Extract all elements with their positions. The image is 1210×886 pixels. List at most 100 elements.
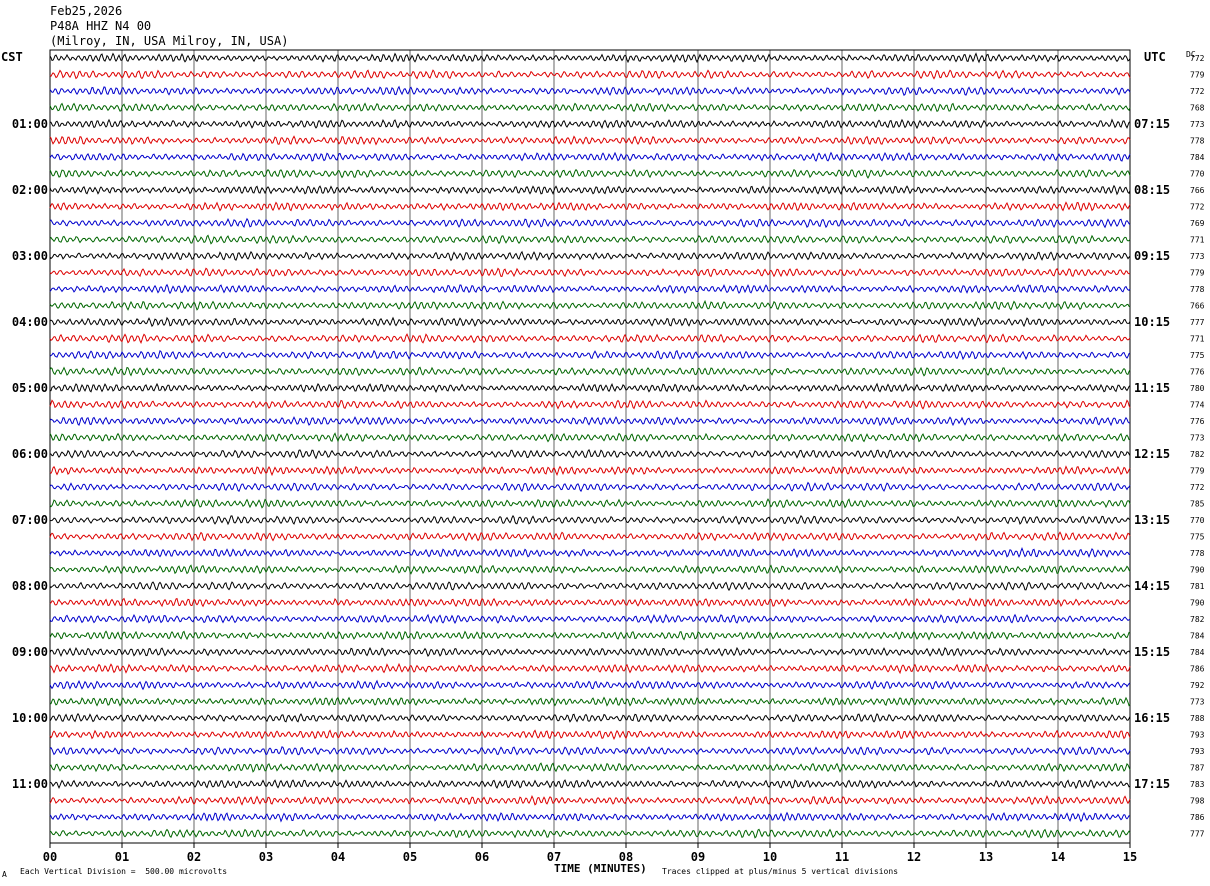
dc-header-label: DC bbox=[1186, 50, 1196, 59]
x-tick-label: 01 bbox=[115, 850, 129, 864]
seismic-trace-row bbox=[49, 69, 1131, 80]
seismic-trace-row bbox=[49, 662, 1131, 675]
x-axis-title: TIME (MINUTES) bbox=[554, 862, 647, 875]
dc-offset-label: 766 bbox=[1190, 186, 1205, 195]
dc-offset-label: 776 bbox=[1190, 417, 1205, 426]
x-tick-label: 11 bbox=[835, 850, 849, 864]
seismic-trace-row bbox=[49, 448, 1131, 460]
seismic-trace-row bbox=[49, 729, 1131, 740]
dc-offset-label: 786 bbox=[1190, 665, 1205, 674]
right-hour-label: 07:15 bbox=[1134, 117, 1170, 131]
dc-offset-label: 782 bbox=[1190, 615, 1205, 624]
seismic-trace-row bbox=[49, 234, 1131, 245]
header-location: (Milroy, IN, USA Milroy, IN, USA) bbox=[50, 34, 289, 48]
dc-offset-label: 777 bbox=[1190, 830, 1205, 839]
seismic-trace-row bbox=[49, 531, 1131, 542]
seismic-trace-row bbox=[49, 399, 1131, 410]
dc-offset-label: 771 bbox=[1190, 335, 1205, 344]
seismic-trace-row bbox=[49, 283, 1131, 295]
right-timezone-label: UTC bbox=[1144, 50, 1166, 64]
seismic-trace-row bbox=[49, 201, 1131, 212]
dc-offset-label: 774 bbox=[1190, 401, 1205, 410]
left-hour-label: 09:00 bbox=[12, 645, 48, 659]
seismic-trace-row bbox=[49, 118, 1131, 130]
seismic-trace-row bbox=[49, 432, 1131, 443]
right-hour-label: 11:15 bbox=[1134, 381, 1170, 395]
seismic-trace-row bbox=[49, 630, 1131, 641]
right-hour-label: 10:15 bbox=[1134, 315, 1170, 329]
left-hour-label: 11:00 bbox=[12, 777, 48, 791]
x-tick-label: 09 bbox=[691, 850, 705, 864]
x-tick-label: 15 bbox=[1123, 850, 1137, 864]
dc-offset-label: 782 bbox=[1190, 450, 1205, 459]
seismic-trace-row bbox=[49, 267, 1131, 278]
right-hour-label: 15:15 bbox=[1134, 645, 1170, 659]
seismic-trace-row bbox=[49, 184, 1131, 196]
seismic-trace-row bbox=[49, 52, 1131, 64]
dc-offset-label: 790 bbox=[1190, 566, 1205, 575]
dc-offset-label: 775 bbox=[1190, 533, 1205, 542]
seismic-trace-row bbox=[49, 85, 1131, 97]
dc-offset-label: 792 bbox=[1190, 681, 1205, 690]
x-tick-label: 06 bbox=[475, 850, 489, 864]
dc-offset-label: 773 bbox=[1190, 252, 1205, 261]
dc-offset-label: 779 bbox=[1190, 71, 1205, 80]
dc-offset-label: 770 bbox=[1190, 170, 1205, 179]
seismic-trace-row bbox=[49, 746, 1131, 756]
seismic-trace-row bbox=[49, 696, 1131, 707]
x-tick-label: 02 bbox=[187, 850, 201, 864]
dc-offset-label: 790 bbox=[1190, 599, 1205, 608]
dc-offset-label: 775 bbox=[1190, 351, 1205, 360]
dc-offset-label: 784 bbox=[1190, 632, 1205, 641]
dc-offset-label: 781 bbox=[1190, 582, 1205, 591]
minute-gridlines bbox=[121, 50, 1059, 843]
dc-offset-label: 772 bbox=[1190, 483, 1205, 492]
seismic-trace-row bbox=[49, 168, 1131, 179]
dc-offset-label: 784 bbox=[1190, 153, 1205, 162]
footer-mark: A bbox=[2, 870, 7, 879]
x-tick-label: 13 bbox=[979, 850, 993, 864]
dc-offset-label: 785 bbox=[1190, 500, 1205, 509]
dc-offset-label: 772 bbox=[1190, 87, 1205, 96]
x-tick-label: 07 bbox=[547, 850, 561, 864]
dc-offset-label: 773 bbox=[1190, 120, 1205, 129]
right-hour-label: 12:15 bbox=[1134, 447, 1170, 461]
header-station: P48A HHZ N4 00 bbox=[50, 19, 152, 33]
seismic-trace-row bbox=[49, 514, 1131, 526]
seismic-trace-row bbox=[49, 151, 1131, 162]
x-tick-label: 05 bbox=[403, 850, 417, 864]
dc-offset-label: 769 bbox=[1190, 219, 1205, 228]
dc-offset-label: 793 bbox=[1190, 731, 1205, 740]
seismic-trace-row bbox=[49, 299, 1131, 311]
dc-offset-label: 779 bbox=[1190, 269, 1205, 278]
seismic-trace-row bbox=[49, 416, 1131, 427]
right-hour-label: 17:15 bbox=[1134, 777, 1170, 791]
plot-frame bbox=[49, 49, 1131, 844]
left-hour-label: 04:00 bbox=[12, 315, 48, 329]
left-hour-label: 06:00 bbox=[12, 447, 48, 461]
seismic-trace-row bbox=[49, 581, 1131, 592]
dc-offset-label: 777 bbox=[1190, 318, 1205, 327]
left-hour-label: 05:00 bbox=[12, 381, 48, 395]
dc-offset-label: 778 bbox=[1190, 285, 1205, 294]
footer-scale-note: Each Vertical Division = 500.00 microvol… bbox=[20, 867, 228, 876]
left-timezone-label: CST bbox=[1, 50, 23, 64]
seismic-trace-row bbox=[49, 613, 1131, 625]
x-tick-label: 04 bbox=[331, 850, 345, 864]
right-hour-label: 09:15 bbox=[1134, 249, 1170, 263]
dc-offset-label: 771 bbox=[1190, 236, 1205, 245]
left-hour-labels: 01:00 02:00 03:00 04:00 05:00 06:00 07:00 08:00… bbox=[12, 117, 48, 791]
left-hour-label: 07:00 bbox=[12, 513, 48, 527]
right-hour-label: 16:15 bbox=[1134, 711, 1170, 725]
dc-offset-label: 779 bbox=[1190, 467, 1205, 476]
seismic-trace-row bbox=[49, 679, 1131, 691]
dc-offset-label: 787 bbox=[1190, 764, 1205, 773]
right-hour-label: 08:15 bbox=[1134, 183, 1170, 197]
dc-offset-label: 772 bbox=[1190, 54, 1205, 63]
seismic-trace-row bbox=[49, 564, 1131, 575]
dc-offset-label: 783 bbox=[1190, 780, 1205, 789]
seismic-trace-row bbox=[49, 795, 1131, 806]
seismic-trace-row bbox=[49, 779, 1131, 790]
seismic-trace-row bbox=[49, 646, 1131, 657]
